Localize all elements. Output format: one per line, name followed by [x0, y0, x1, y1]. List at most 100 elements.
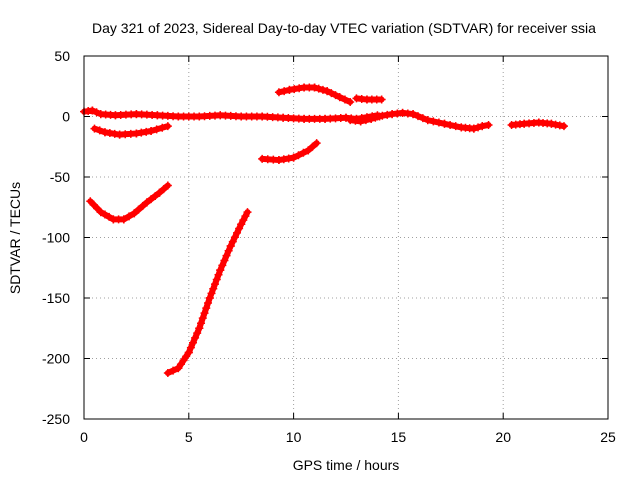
data-point: [200, 309, 209, 318]
y-tick-label: -250: [42, 411, 70, 427]
data-point: [147, 127, 156, 136]
data-point: [186, 343, 195, 352]
axis-ticks: 0 5 10 15 20 25 50 0 -50 -100 -150 -200 -250: [42, 48, 616, 445]
data-point: [205, 294, 214, 302]
data-point: [555, 121, 564, 130]
data-point: [274, 156, 283, 165]
data-point: [211, 280, 219, 289]
data-point: [280, 87, 289, 96]
data-point: [96, 208, 105, 217]
data-point: [95, 126, 104, 135]
data-point: [361, 116, 370, 125]
data-point: [204, 299, 213, 308]
data-point: [478, 122, 487, 131]
chart-title: Day 321 of 2023, Sidereal Day-to-day VTE…: [92, 20, 596, 36]
data-point: [193, 329, 202, 338]
data-point: [207, 289, 216, 298]
data-point: [377, 95, 386, 104]
data-point: [152, 125, 161, 134]
data-segment: [507, 118, 568, 131]
y-tick-label: -200: [42, 351, 70, 367]
x-tick-label: 20: [495, 429, 511, 445]
data-point: [474, 123, 483, 132]
data-segment: [258, 139, 321, 165]
data-point: [134, 205, 143, 214]
data-point: [312, 139, 321, 148]
x-tick-label: 0: [80, 429, 88, 445]
y-tick-label: -50: [50, 169, 70, 185]
data-point: [198, 314, 207, 323]
x-tick-label: 5: [185, 429, 193, 445]
data-point: [100, 128, 109, 137]
data-point: [88, 106, 97, 115]
data-point: [409, 110, 418, 119]
data-point: [233, 228, 242, 237]
data-point: [224, 246, 233, 255]
data-segment: [352, 94, 386, 104]
x-axis-label: GPS time / hours: [293, 457, 400, 473]
data-point: [228, 237, 237, 246]
data-segment: [163, 208, 252, 378]
grid-lines: [84, 56, 608, 419]
data-point: [331, 91, 340, 100]
data-point: [142, 127, 151, 136]
data-point: [383, 110, 392, 119]
data-point: [318, 85, 327, 94]
data-point: [243, 208, 252, 217]
data-point: [274, 88, 283, 97]
data-point: [137, 128, 146, 137]
y-tick-label: -100: [42, 230, 70, 246]
data-point: [100, 210, 109, 219]
data-point: [279, 155, 288, 164]
data-point: [163, 181, 172, 190]
data-point: [289, 153, 298, 162]
data-point: [446, 120, 455, 129]
data-point: [226, 241, 235, 250]
x-tick-label: 25: [600, 429, 616, 445]
data-segment: [274, 83, 355, 106]
data-segment: [373, 108, 493, 133]
data-point: [90, 124, 99, 133]
data-segment: [80, 106, 382, 123]
data-point: [559, 122, 568, 131]
data-point: [184, 348, 193, 357]
data-point: [89, 200, 98, 209]
data-point: [235, 224, 244, 233]
data-point: [202, 304, 211, 313]
data-point: [212, 275, 221, 284]
data-point: [314, 84, 323, 93]
data-point: [155, 188, 164, 197]
data-point: [340, 95, 349, 104]
data-point: [434, 118, 443, 127]
data-point: [299, 148, 308, 157]
data-point: [484, 120, 493, 129]
data-point: [169, 366, 178, 375]
data-point: [423, 116, 432, 125]
data-point: [241, 212, 250, 221]
data-point: [284, 154, 293, 163]
data-point: [308, 142, 317, 151]
data-point: [237, 220, 246, 229]
data-point: [163, 122, 172, 131]
data-point: [418, 114, 427, 123]
data-point: [163, 369, 172, 378]
data-point: [218, 261, 227, 270]
data-point: [220, 256, 229, 265]
data-point: [310, 83, 319, 92]
data-point: [230, 233, 239, 242]
data-point: [132, 129, 141, 138]
data-point: [86, 197, 95, 206]
data-point: [294, 151, 303, 160]
y-tick-label: 0: [62, 109, 70, 125]
data-point: [295, 84, 304, 93]
data-segment: [86, 181, 172, 224]
data-point: [373, 112, 382, 121]
data-segment: [90, 122, 172, 139]
data-point: [110, 129, 119, 138]
data-point: [304, 146, 313, 155]
x-tick-label: 15: [391, 429, 407, 445]
data-point: [93, 204, 102, 213]
data-point: [188, 338, 197, 347]
data-point: [92, 108, 101, 117]
